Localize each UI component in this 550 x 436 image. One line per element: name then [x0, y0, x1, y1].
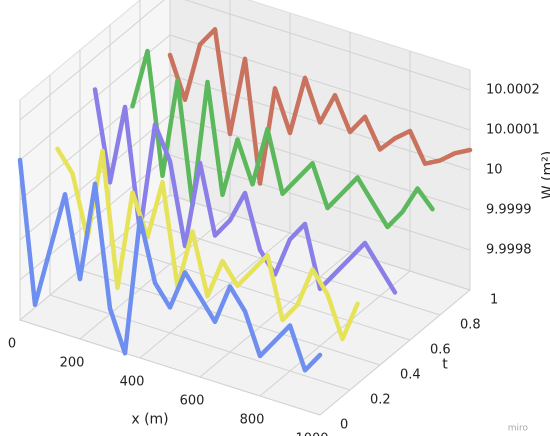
x-tick-label: 0: [8, 337, 16, 352]
grid-line: [19, 74, 171, 201]
series-line: [92, 87, 398, 295]
grid-line: [19, 194, 171, 321]
series-line: [130, 48, 435, 230]
y-tick-label: 1: [490, 293, 498, 308]
y-tick-label: 0.4: [400, 368, 421, 383]
z-tick-label: 10: [486, 163, 503, 178]
grid-line: [169, 194, 471, 291]
x-tick-label: 1000: [295, 432, 328, 436]
grid-line: [19, 114, 171, 241]
x-tick-label: 400: [120, 375, 145, 390]
grid-line: [19, 154, 171, 281]
grid-line: [19, 319, 321, 416]
y-tick-label: 0.8: [460, 318, 481, 333]
series-line: [167, 27, 473, 186]
x-axis-label: x (m): [131, 412, 168, 428]
grid-line: [49, 294, 351, 391]
grid-line: [109, 244, 411, 341]
watermark: miro: [508, 424, 529, 434]
y-tick-label: 0: [340, 418, 348, 433]
z-tick-label: 9.9998: [486, 243, 532, 258]
grid-line: [19, 0, 165, 121]
z-tick-label: 10.0002: [486, 83, 540, 98]
grid-line: [259, 270, 411, 397]
y-axis-label: t: [442, 357, 448, 373]
grid-line: [319, 289, 471, 416]
series-line: [17, 157, 323, 373]
x-tick-label: 800: [240, 413, 265, 428]
x-tick-label: 600: [180, 394, 205, 409]
grid-line: [199, 251, 351, 378]
z-axis-label: W (m²): [540, 151, 550, 199]
grid-line: [184, 0, 471, 91]
z-tick-label: 10.0001: [486, 123, 540, 138]
x-tick-label: 200: [60, 356, 85, 371]
grid-line: [79, 269, 381, 366]
y-tick-label: 0.2: [370, 393, 391, 408]
z-tick-label: 9.9999: [486, 203, 532, 218]
series-line: [55, 146, 360, 342]
y-tick-label: 0.6: [430, 343, 451, 358]
